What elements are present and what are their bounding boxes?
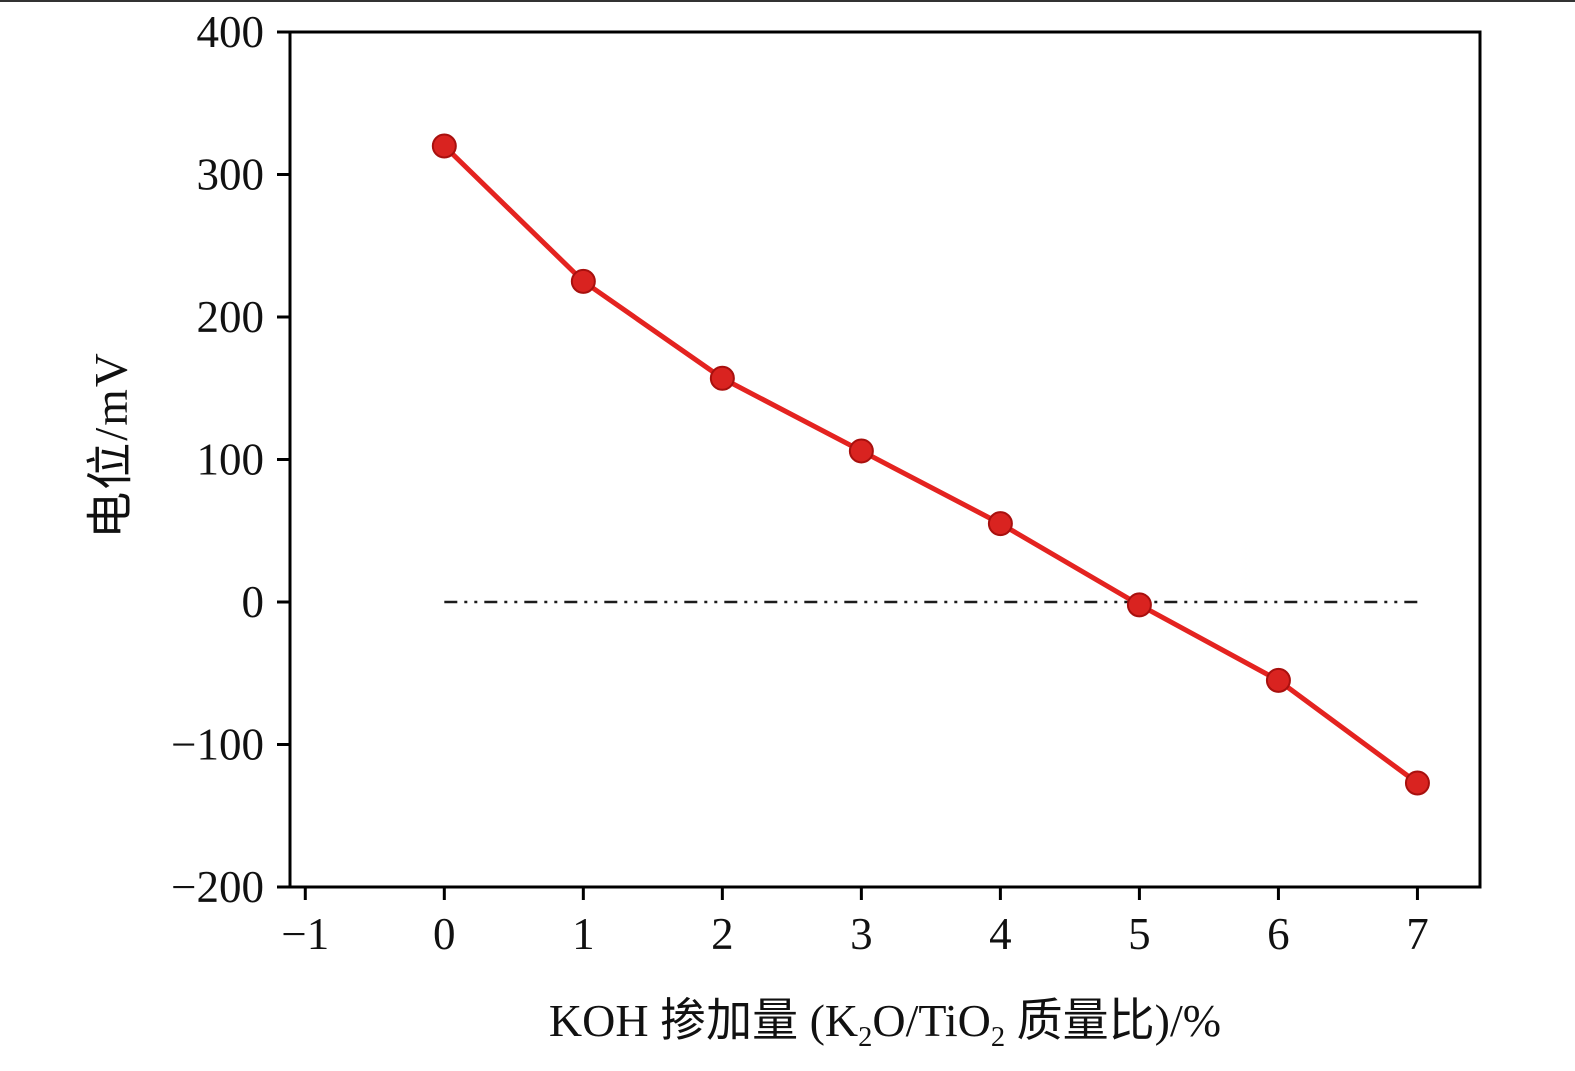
data-series-line [441, 143, 1420, 786]
x-tick-label: 0 [433, 909, 456, 959]
x-tick-label: 7 [1406, 909, 1429, 959]
x-axis-title-subscript: 2 [858, 1022, 873, 1054]
x-tick-label: −1 [281, 909, 329, 959]
x-tick-label: 5 [1128, 909, 1151, 959]
x-tick-label: 2 [711, 909, 734, 959]
x-tick-label: 1 [572, 909, 595, 959]
y-tick-label: −200 [171, 862, 264, 912]
x-axis-title-text: O/TiO [872, 995, 991, 1046]
y-tick-label: 200 [197, 292, 265, 342]
data-point-marker [1265, 667, 1291, 693]
x-axis-title: KOH 掺加量 (K2O/TiO2 质量比)/% [290, 984, 1480, 1054]
y-tick-label: 100 [197, 435, 265, 485]
y-tick-label: −100 [171, 720, 264, 770]
y-tick-label: 0 [242, 577, 265, 627]
x-axis-title-subscript: 2 [990, 1022, 1006, 1054]
data-point-marker [987, 511, 1013, 537]
x-tick-label: 6 [1267, 909, 1290, 959]
x-axis-title-text: 质量比)/% [1005, 995, 1222, 1046]
y-tick-label: 400 [197, 7, 265, 57]
data-point-marker [1404, 770, 1430, 796]
data-point-marker [431, 133, 457, 159]
data-point-marker [570, 268, 596, 294]
data-point-marker [848, 438, 874, 464]
y-tick-label: 300 [197, 150, 265, 200]
x-tick-label: 4 [989, 909, 1012, 959]
data-point-marker [709, 365, 735, 391]
x-tick-label: 3 [850, 909, 873, 959]
x-axis-title-text: KOH 掺加量 (K [548, 995, 859, 1046]
plot-frame [288, 30, 1482, 889]
y-axis-title: 电位/mV [85, 351, 138, 539]
data-point-marker [1126, 592, 1152, 618]
